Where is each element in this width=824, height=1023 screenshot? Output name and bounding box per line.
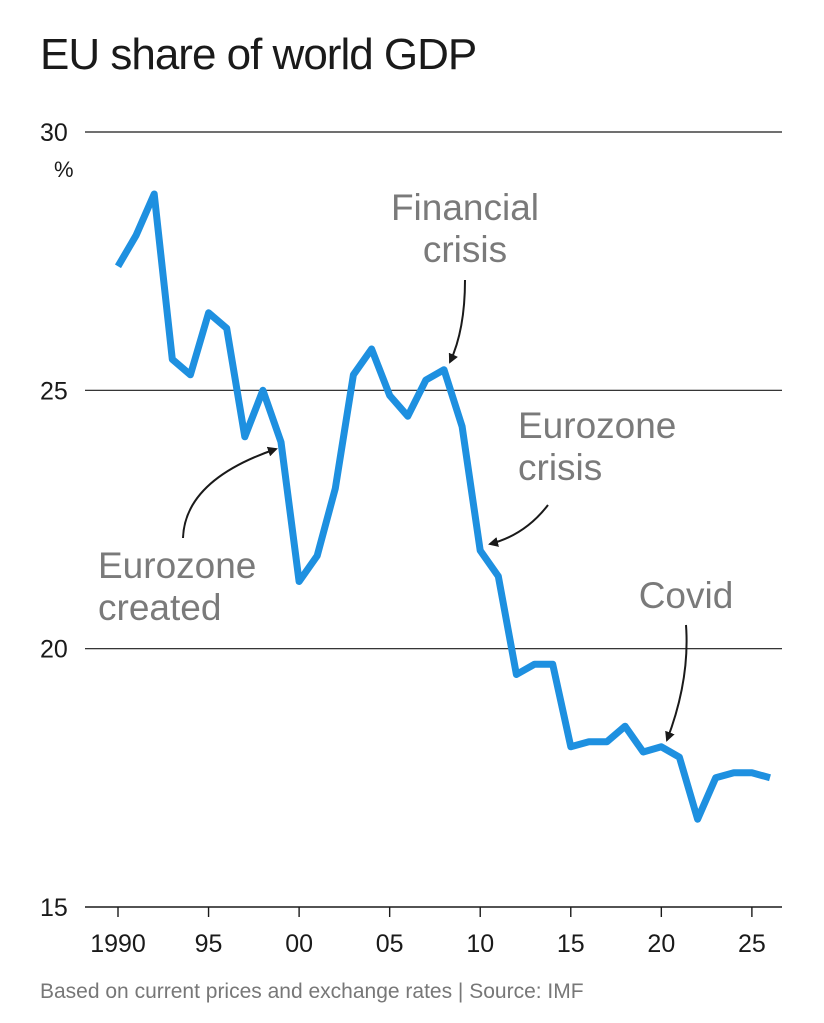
x-axis: 1990 95 00 05 10 15 20 25 <box>90 907 766 958</box>
annotation-label: Eurozone created <box>98 545 256 628</box>
x-tick-label: 10 <box>466 930 494 958</box>
x-tick-label: 20 <box>647 930 675 958</box>
y-tick-label: 20 <box>40 636 68 664</box>
annotation-arrow <box>488 504 549 547</box>
x-tick-label: 95 <box>195 930 223 958</box>
y-tick-label: 15 <box>40 894 68 922</box>
y-tick-label: 25 <box>40 377 68 405</box>
x-tick-label: 25 <box>738 930 766 958</box>
series-layer <box>114 190 771 823</box>
annotation-arrow <box>448 279 466 364</box>
annotation-label: Eurozone crisis <box>518 405 676 488</box>
series-line <box>114 190 771 823</box>
x-tick-label: 15 <box>557 930 585 958</box>
annotation-arrow <box>665 624 688 742</box>
annotation-arrow <box>182 446 278 539</box>
annotations: Financial crisis Eurozone crisis Eurozone cre… <box>98 187 734 742</box>
y-unit-label: % <box>54 157 74 182</box>
gridlines <box>85 131 782 908</box>
chart-title: EU share of world GDP <box>40 30 477 79</box>
x-tick-label: 00 <box>285 930 313 958</box>
x-tick-label: 1990 <box>90 930 146 958</box>
annotation-label: Covid <box>639 575 734 616</box>
y-axis: 30 25 20 15% <box>40 119 74 922</box>
x-tick-label: 05 <box>376 930 404 958</box>
source-note: Based on current prices and exchange rat… <box>40 980 584 1003</box>
annotation-label: Financial crisis <box>391 187 539 270</box>
y-tick-label: 30 <box>40 119 68 147</box>
